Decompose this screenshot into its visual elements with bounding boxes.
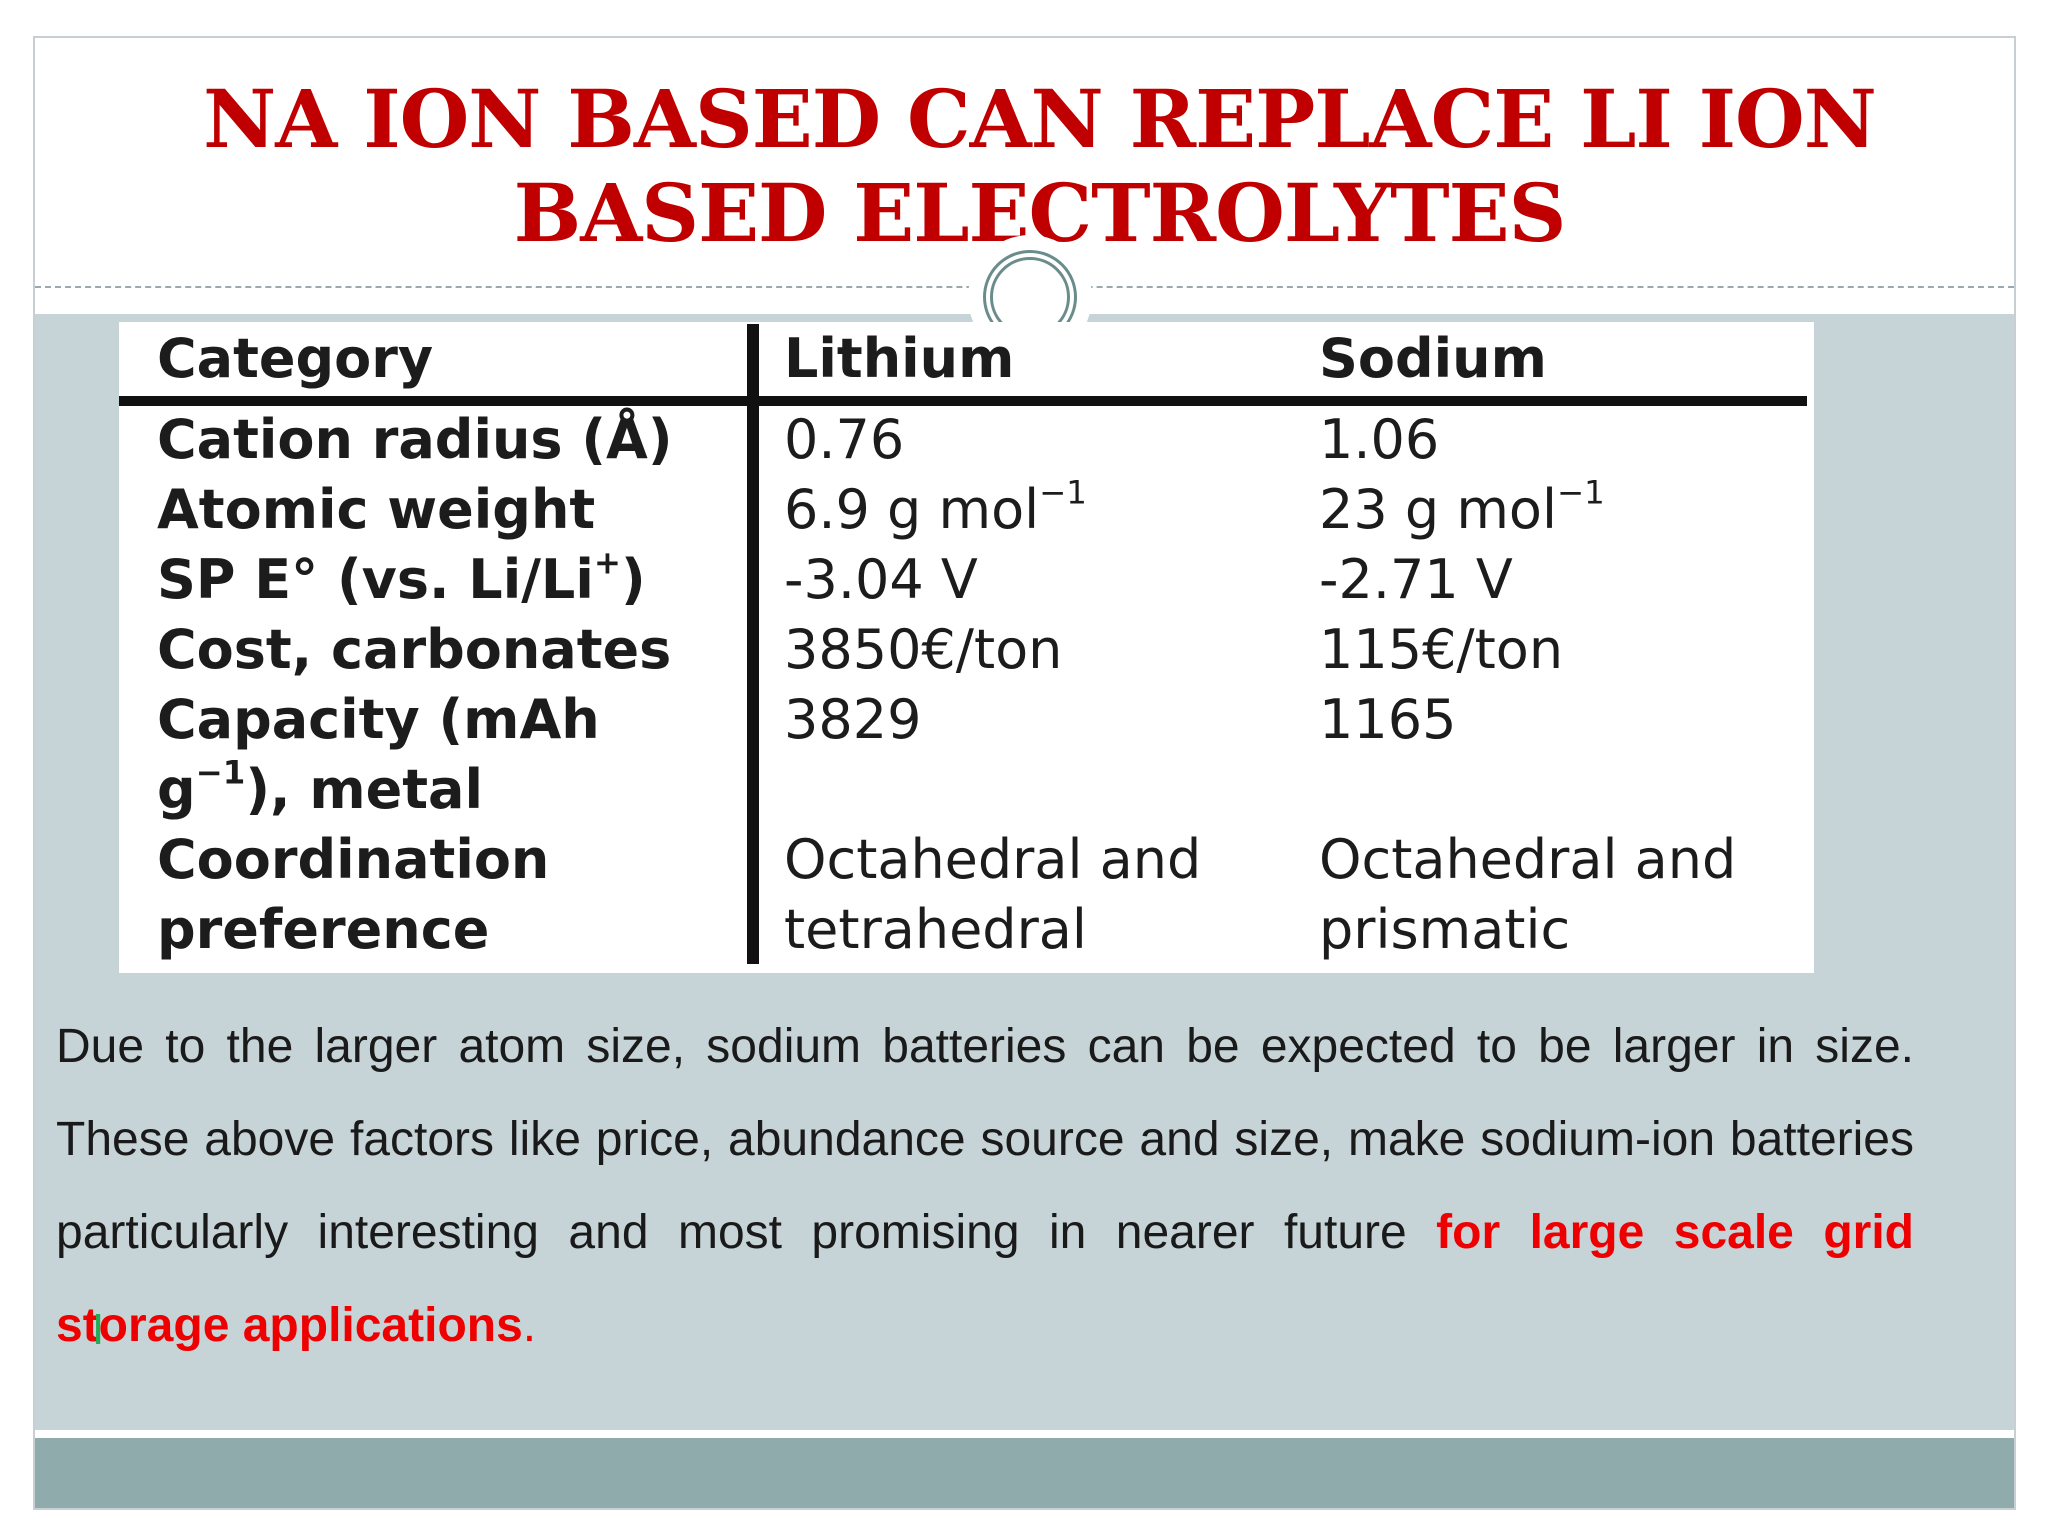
row-capacity-category: Capacity (mAh — [157, 688, 600, 751]
comparison-table: Category Lithium Sodium Cation radius (Å… — [119, 322, 1814, 973]
row-coordination-sodium-line2: prismatic — [1319, 898, 1571, 961]
paragraph-highlight: for large scale grid storage application… — [56, 1206, 1914, 1352]
header-rule — [119, 396, 1807, 406]
footer-bar — [35, 1438, 2014, 1508]
paragraph-text: Due to the larger atom size, sodium batt… — [56, 1020, 1914, 1259]
row-sp-potential-category: SP E° (vs. Li/Li+) — [157, 543, 646, 611]
row-cation-radius-lithium: 0.76 — [784, 408, 905, 471]
header-sodium: Sodium — [1319, 327, 1547, 390]
slide-title: NA ION BASED CAN REPLACE LI ION BASED EL… — [203, 72, 1877, 260]
header-category: Category — [157, 327, 434, 390]
row-coordination-lithium-line2: tetrahedral — [784, 898, 1087, 961]
row-cost-lithium: 3850€/ton — [784, 618, 1063, 681]
column-rule — [747, 324, 759, 964]
body-paragraph: Due to the larger atom size, sodium batt… — [56, 1000, 1914, 1372]
row-atomic-weight-lithium: 6.9 g mol−1 — [784, 473, 1087, 541]
row-capacity-category-line2: g−1), metal — [157, 753, 483, 821]
paragraph-end: . — [522, 1299, 537, 1352]
row-cost-category: Cost, carbonates — [157, 618, 672, 681]
row-capacity-sodium: 1165 — [1319, 688, 1457, 751]
row-coordination-lithium: Octahedral and — [784, 828, 1202, 891]
row-sp-potential-sodium: -2.71 V — [1319, 548, 1513, 611]
row-coordination-category-line2: preference — [157, 898, 490, 961]
row-coordination-sodium: Octahedral and — [1319, 828, 1737, 891]
row-cost-sodium: 115€/ton — [1319, 618, 1564, 681]
row-cation-radius-category: Cation radius (Å) — [157, 408, 673, 471]
row-atomic-weight-category: Atomic weight — [157, 478, 596, 541]
row-cation-radius-sodium: 1.06 — [1319, 408, 1440, 471]
header-lithium: Lithium — [784, 327, 1015, 390]
row-sp-potential-lithium: -3.04 V — [784, 548, 978, 611]
row-atomic-weight-sodium: 23 g mol−1 — [1319, 473, 1605, 541]
row-capacity-lithium: 3829 — [784, 688, 922, 751]
row-coordination-category: Coordination — [157, 828, 550, 891]
text-cursor-icon: I — [92, 1305, 105, 1354]
